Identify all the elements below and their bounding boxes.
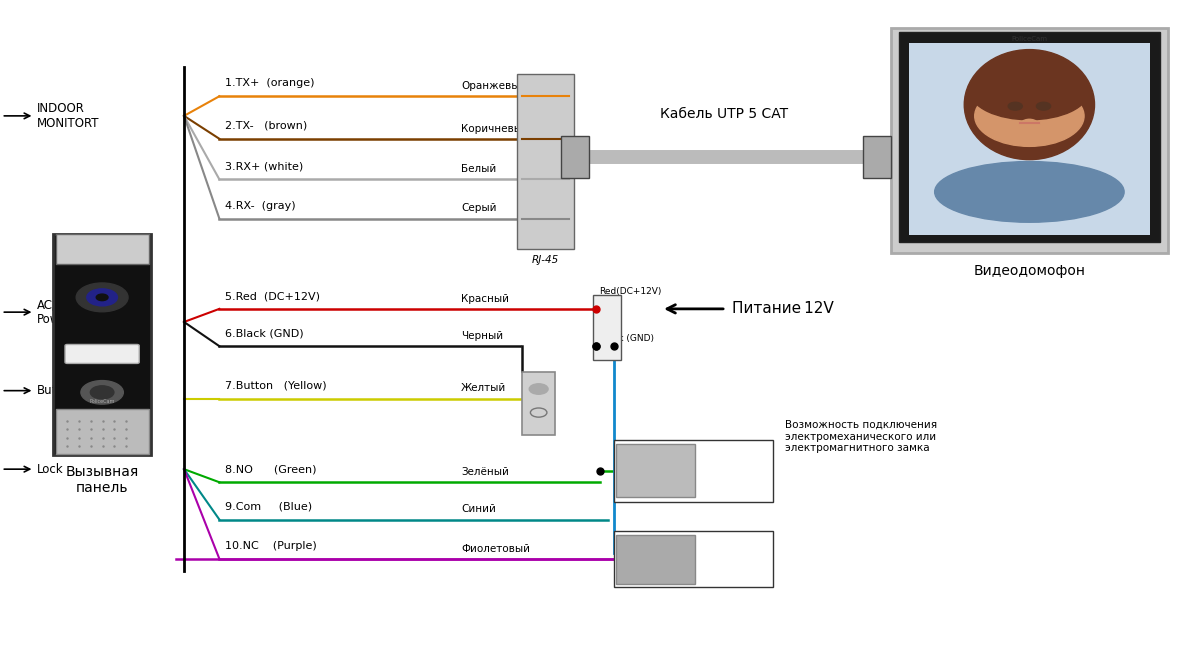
Text: b: b xyxy=(727,551,739,568)
FancyBboxPatch shape xyxy=(65,344,139,363)
FancyBboxPatch shape xyxy=(522,373,555,435)
Text: Возможность подключения
электромеханического или
электромагнитного замка: Возможность подключения электромеханичес… xyxy=(785,420,937,453)
Text: PoliceCam: PoliceCam xyxy=(1011,36,1048,42)
Circle shape xyxy=(81,380,123,404)
FancyBboxPatch shape xyxy=(53,235,151,455)
FancyBboxPatch shape xyxy=(908,43,1150,235)
Text: 9.Com     (Blue): 9.Com (Blue) xyxy=(226,502,313,512)
Circle shape xyxy=(96,294,107,301)
Circle shape xyxy=(974,85,1084,147)
Circle shape xyxy=(1009,102,1023,110)
Text: 1.TX+  (orange): 1.TX+ (orange) xyxy=(226,78,315,89)
Text: Оранжевый: Оранжевый xyxy=(461,81,527,91)
Text: PoliceCam: PoliceCam xyxy=(90,399,115,404)
Text: Серый: Серый xyxy=(461,204,496,214)
Text: Зелёный: Зелёный xyxy=(461,467,509,477)
Text: 7.Button   (Yellow): 7.Button (Yellow) xyxy=(226,380,327,391)
Text: AC/DC
Power: AC/DC Power xyxy=(37,298,74,326)
FancyBboxPatch shape xyxy=(56,409,149,454)
Text: a: a xyxy=(727,463,739,480)
Text: Red(DC+12V): Red(DC+12V) xyxy=(599,287,661,296)
FancyBboxPatch shape xyxy=(616,444,696,497)
Text: 5.Red  (DC+12V): 5.Red (DC+12V) xyxy=(226,291,320,301)
Text: 2.TX-   (brown): 2.TX- (brown) xyxy=(226,121,307,131)
Text: 4.RX-  (gray): 4.RX- (gray) xyxy=(226,201,296,211)
Ellipse shape xyxy=(934,162,1124,222)
Bar xyxy=(614,532,774,587)
FancyBboxPatch shape xyxy=(56,235,149,264)
Text: 3.RX+ (white): 3.RX+ (white) xyxy=(226,162,304,171)
FancyBboxPatch shape xyxy=(593,295,621,360)
Text: 10.NC    (Purple): 10.NC (Purple) xyxy=(226,541,317,551)
Ellipse shape xyxy=(970,63,1089,120)
Text: 6.Black (GND): 6.Black (GND) xyxy=(226,328,304,338)
Ellipse shape xyxy=(964,50,1095,160)
Text: Кабель UTP 5 CAT: Кабель UTP 5 CAT xyxy=(660,107,788,121)
FancyBboxPatch shape xyxy=(616,535,696,583)
Text: INDOOR
MONITORT: INDOOR MONITORT xyxy=(37,102,99,130)
FancyBboxPatch shape xyxy=(890,28,1168,253)
Text: Фиолетовый: Фиолетовый xyxy=(461,543,530,554)
Text: Button: Button xyxy=(37,384,77,397)
FancyBboxPatch shape xyxy=(862,136,890,178)
Text: Белый: Белый xyxy=(461,164,496,174)
Bar xyxy=(614,440,774,502)
Ellipse shape xyxy=(1018,120,1042,139)
Text: RJ-45: RJ-45 xyxy=(533,254,560,265)
Text: Черный: Черный xyxy=(461,331,503,341)
Text: Lock: Lock xyxy=(37,463,64,476)
Text: Black (GND): Black (GND) xyxy=(599,334,654,343)
FancyBboxPatch shape xyxy=(517,74,574,250)
Text: Видеодомофон: Видеодомофон xyxy=(973,264,1085,279)
Text: Питание 12V: Питание 12V xyxy=(732,302,834,317)
Circle shape xyxy=(77,283,128,312)
FancyBboxPatch shape xyxy=(561,136,589,178)
Text: Вызывная
панель: Вызывная панель xyxy=(65,464,138,495)
Text: 8.NO      (Green): 8.NO (Green) xyxy=(226,464,317,474)
Text: Коричневый: Коричневый xyxy=(461,124,529,133)
FancyBboxPatch shape xyxy=(899,32,1160,242)
Circle shape xyxy=(90,386,113,399)
Text: Желтый: Желтый xyxy=(461,383,507,394)
Text: Красный: Красный xyxy=(461,294,509,304)
Text: Синий: Синий xyxy=(461,505,496,514)
Circle shape xyxy=(1037,102,1051,110)
Circle shape xyxy=(87,289,117,306)
Circle shape xyxy=(529,384,548,394)
